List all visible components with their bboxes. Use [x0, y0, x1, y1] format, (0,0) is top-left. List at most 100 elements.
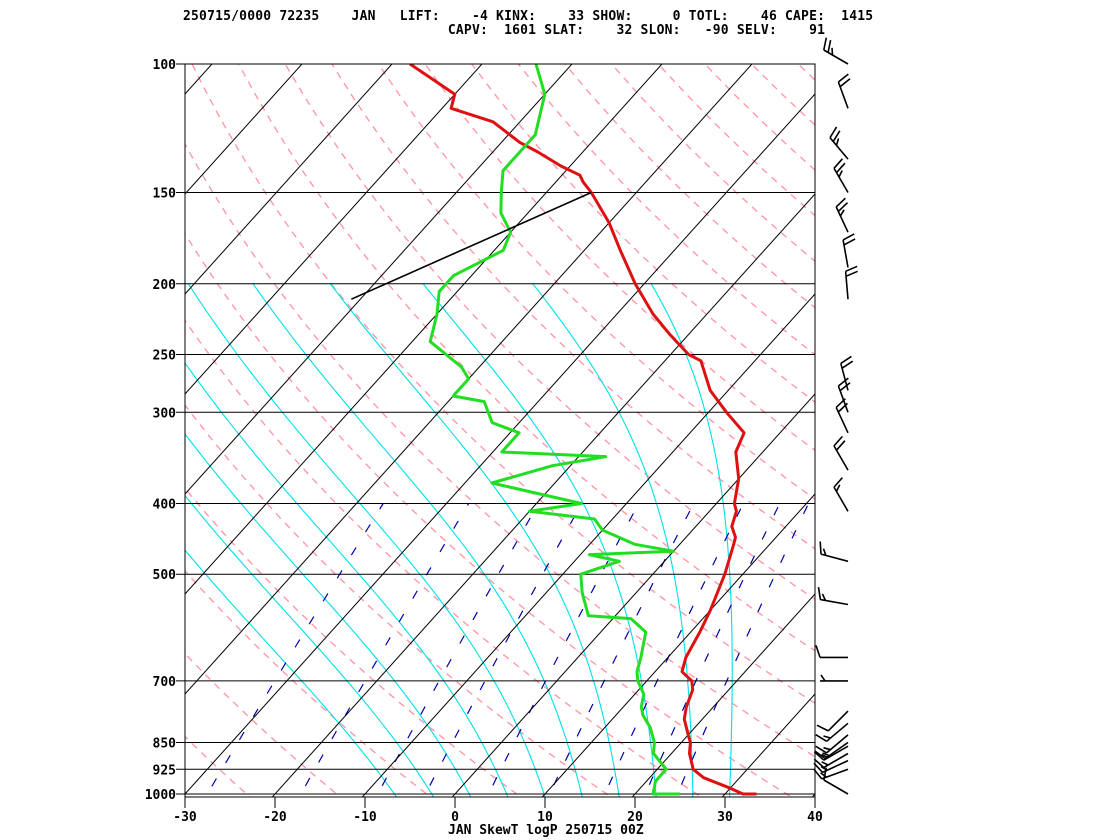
pressure-tick-label: 850 — [153, 736, 177, 751]
wind-barb — [837, 73, 851, 109]
pressure-tick-label: 250 — [153, 348, 177, 363]
header-line-2: CAPV: 1601 SLAT: 32 SLON: -90 SELV: 91 — [183, 23, 826, 38]
moist-adiabat — [329, 283, 620, 797]
sounding-traces — [350, 64, 757, 796]
isotherm — [185, 64, 573, 495]
dry-adiabat — [237, 64, 815, 652]
dry-adiabat — [750, 64, 815, 126]
moist-adiabat — [185, 549, 398, 797]
wind-barb — [815, 645, 848, 659]
isotherm — [0, 48, 137, 810]
dry-adiabat — [331, 64, 815, 550]
isotherm — [0, 48, 47, 810]
temperature-trace — [409, 64, 757, 796]
wind-barb — [813, 768, 849, 780]
dry-adiabat — [891, 64, 1120, 810]
wind-barb — [837, 377, 851, 413]
temperature-tick-label: -30 — [173, 810, 197, 825]
pressure-tick-label: 700 — [153, 675, 177, 690]
isotherm — [361, 293, 815, 797]
moist-adiabat — [185, 362, 509, 797]
temperature-tick-label: 30 — [717, 810, 733, 825]
wind-barb — [817, 586, 849, 606]
pressure-tick-label: 150 — [153, 187, 177, 202]
station-header: 250715/0000 72235 JAN LIFT: -4 KINX: 33 … — [183, 10, 873, 38]
temperature-tick-label: 40 — [807, 810, 823, 825]
pressure-tick-label: 1000 — [145, 788, 176, 803]
dry-adiabat — [191, 64, 815, 705]
dry-adiabat — [185, 319, 703, 797]
moist-adiabat — [252, 283, 583, 797]
isotherm — [271, 193, 815, 797]
isotherm — [185, 64, 303, 195]
wind-barb — [814, 741, 849, 760]
isotherm — [451, 393, 815, 797]
isotherm — [541, 493, 815, 797]
temperature-axis: -30 -20 -10 0 10 20 30 40 — [173, 797, 823, 825]
isotherm — [631, 593, 815, 797]
isotherm — [721, 693, 815, 797]
mixing-ratio-line — [486, 503, 640, 797]
pressure-tick-label: 500 — [153, 568, 177, 583]
wind-barb — [815, 734, 849, 754]
isotherm — [185, 64, 213, 95]
wind-barb — [813, 759, 849, 774]
wind-barb — [823, 767, 849, 795]
wind-barb — [844, 265, 858, 300]
mixing-ratio-line — [298, 503, 470, 797]
pressure-tick-label: 100 — [153, 58, 177, 73]
dry-adiabat — [185, 403, 613, 797]
dry-adiabat — [185, 487, 522, 797]
dry-adiabat — [185, 569, 432, 797]
temperature-tick-label: -20 — [263, 810, 287, 825]
pressure-tick-label: 925 — [153, 763, 176, 778]
isobars — [176, 63, 815, 795]
dry-adiabat — [704, 64, 815, 172]
mixing-ratio-line — [675, 503, 810, 797]
pressure-tick-label: 400 — [153, 498, 177, 513]
temperature-tick-label: 10 — [537, 810, 553, 825]
wind-barbs — [813, 37, 858, 795]
wind-barb — [820, 674, 848, 682]
dry-adiabat — [284, 64, 815, 601]
wind-barb — [813, 752, 849, 769]
pressure-axis: 100 150 200 250 300 400 500 700 850 925 1000 — [145, 58, 176, 803]
dry-adiabat — [185, 735, 252, 797]
dry-adiabat — [611, 64, 815, 263]
dry-adiabat — [185, 652, 342, 797]
dry-adiabat — [0, 64, 173, 810]
mixing-ratio-line — [204, 503, 384, 797]
isotherm — [185, 64, 393, 295]
dry-adiabat — [845, 64, 1120, 810]
dry-adiabat — [185, 232, 793, 797]
dry-adiabat — [424, 64, 815, 452]
isotherm — [185, 64, 663, 595]
wind-barb — [819, 541, 849, 563]
isotherm — [811, 793, 815, 797]
isotherm — [185, 64, 483, 395]
wind-barb — [815, 722, 849, 742]
moist-adiabat — [185, 494, 435, 797]
moist-adiabat — [650, 283, 733, 797]
background-lines — [0, 48, 1120, 810]
wind-barb — [842, 233, 856, 268]
pressure-tick-label: 300 — [153, 406, 177, 421]
header-line-1: 250715/0000 72235 JAN LIFT: -4 KINX: 33 … — [183, 9, 874, 24]
temperature-tick-label: 20 — [627, 810, 643, 825]
moist-adiabat — [532, 283, 694, 797]
temperature-tick-label: 0 — [451, 810, 459, 825]
wind-barb — [835, 398, 849, 434]
dry-adiabat — [797, 64, 815, 82]
pressure-tick-label: 200 — [153, 278, 177, 293]
parcel-trace — [350, 191, 592, 300]
isotherm — [185, 93, 815, 795]
wind-barb — [833, 158, 849, 193]
temperature-tick-label: -10 — [353, 810, 377, 825]
moist-adiabat — [185, 433, 472, 797]
isotherm — [185, 64, 753, 695]
dry-adiabat — [185, 142, 815, 758]
dry-adiabat — [377, 64, 815, 501]
dry-adiabat — [517, 64, 815, 356]
dewpoint-trace — [428, 64, 680, 796]
